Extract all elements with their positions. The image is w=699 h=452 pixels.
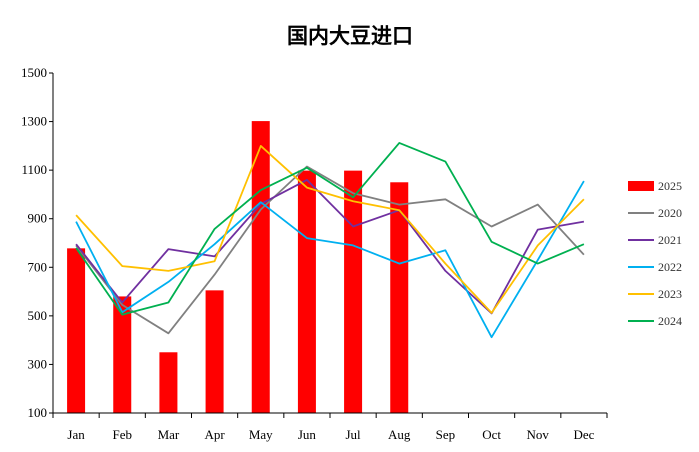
legend-label-2025: 2025: [658, 179, 682, 193]
x-tick-label-mar: Mar: [158, 427, 180, 442]
line-series-2020: [75, 165, 585, 335]
legend-label-2022: 2022: [658, 260, 682, 274]
bar-2025-jul: [344, 170, 363, 413]
legend: 2025 2020 2021 2022 2023 2024: [628, 179, 682, 328]
bar-2025-mar: [159, 352, 178, 413]
axes-group: 100 300 500 700 900 1100 1300 1500 Jan Feb Mar Apr M…: [21, 65, 608, 442]
y-tick-label-1300: 1300: [21, 114, 47, 129]
y-tick-label-900: 900: [28, 211, 48, 226]
x-tick-label-jan: Jan: [67, 427, 85, 442]
x-tick-label-sep: Sep: [436, 427, 456, 442]
bar-2025-feb: [113, 296, 132, 413]
line-series-group: [75, 141, 585, 339]
line-series-2021: [75, 178, 585, 315]
line-series-2022: [75, 180, 585, 339]
y-tick-label-300: 300: [28, 356, 48, 371]
x-tick-label-jul: Jul: [345, 427, 361, 442]
line-series-2024: [75, 141, 585, 316]
y-tick-label-100: 100: [28, 405, 48, 420]
y-tick-label-700: 700: [28, 259, 48, 274]
y-tick-label-1500: 1500: [21, 65, 47, 80]
x-tick-label-aug: Aug: [388, 427, 411, 442]
legend-label-2023: 2023: [658, 287, 682, 301]
x-tick-label-oct: Oct: [482, 427, 501, 442]
legend-swatch-2025: [628, 181, 654, 191]
bar-2025-may: [251, 121, 270, 413]
x-tick-label-nov: Nov: [527, 427, 550, 442]
bar-2025-apr: [205, 290, 224, 413]
x-tick-label-jun: Jun: [298, 427, 317, 442]
legend-label-2024: 2024: [658, 314, 682, 328]
legend-label-2021: 2021: [658, 233, 682, 247]
chart-title: 国内大豆进口: [287, 23, 413, 48]
bar-2025-jun: [297, 170, 316, 413]
x-tick-label-apr: Apr: [204, 427, 225, 442]
bar-series-group: [67, 121, 409, 413]
bar-2025-aug: [390, 182, 409, 413]
x-tick-label-feb: Feb: [113, 427, 133, 442]
x-tick-label-may: May: [249, 427, 273, 442]
bar-2025-jan: [67, 248, 86, 413]
y-tick-label-500: 500: [28, 308, 48, 323]
x-tick-label-dec: Dec: [573, 427, 594, 442]
legend-label-2020: 2020: [658, 206, 682, 220]
y-tick-label-1100: 1100: [21, 162, 47, 177]
line-series-2023: [75, 144, 585, 314]
